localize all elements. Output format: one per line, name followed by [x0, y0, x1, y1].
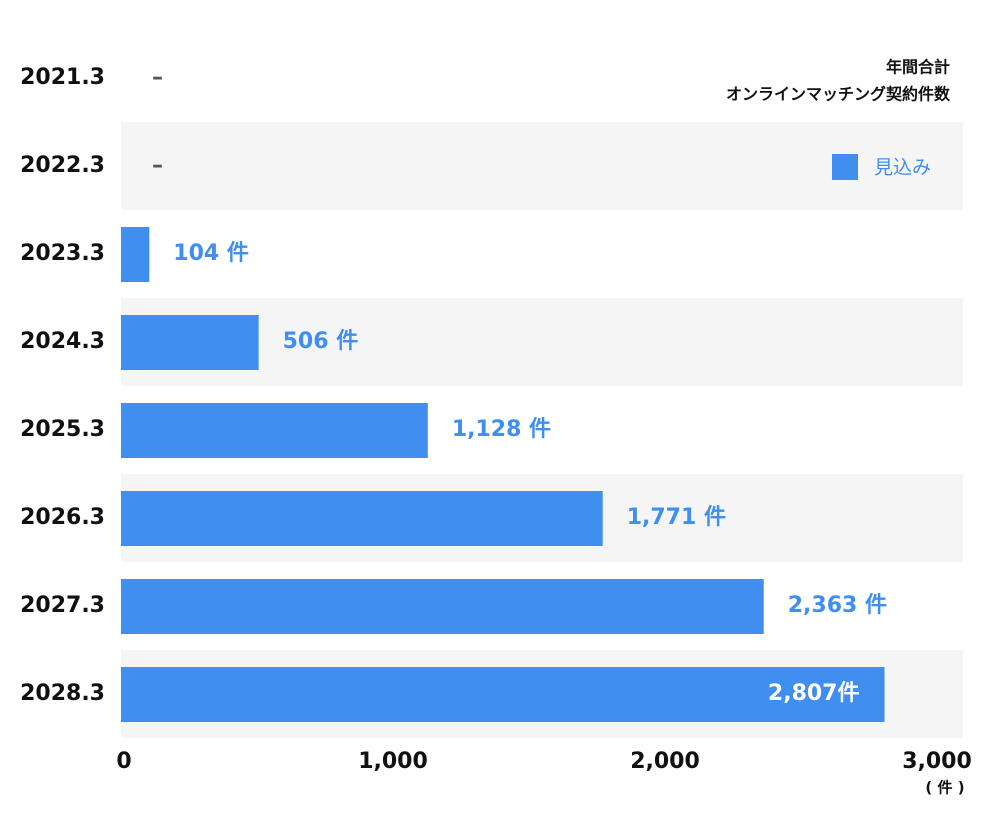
row-band — [121, 298, 963, 386]
x-tick-label: 0 — [116, 749, 131, 774]
value-label: 1,128 件 — [452, 417, 551, 442]
value-label: 506 件 — [283, 329, 359, 354]
value-label: 2,363 件 — [788, 593, 887, 618]
y-tick-label: 2022.3 — [20, 153, 105, 178]
bar — [121, 315, 259, 370]
row-band — [121, 122, 963, 210]
bar — [121, 579, 764, 634]
y-tick-label: 2026.3 — [20, 505, 105, 530]
bar — [121, 227, 150, 282]
y-tick-label: 2028.3 — [20, 681, 105, 706]
x-tick-label: 2,000 — [630, 749, 700, 774]
chart-title: オンラインマッチング契約件数 — [726, 85, 951, 104]
legend-swatch — [832, 154, 858, 180]
y-tick-label: 2021.3 — [20, 65, 105, 90]
value-label: 1,771 件 — [627, 505, 726, 530]
y-tick-label: 2027.3 — [20, 593, 105, 618]
y-tick-label: 2024.3 — [20, 329, 105, 354]
bar — [121, 667, 885, 722]
bar — [121, 403, 428, 458]
x-unit: ( 件 ) — [925, 779, 964, 797]
value-label: 104 件 — [173, 241, 249, 266]
value-label: – — [152, 153, 163, 178]
value-label: 2,807件 — [768, 681, 860, 706]
legend-label: 見込み — [874, 157, 931, 179]
x-tick-label: 1,000 — [358, 749, 428, 774]
bar — [121, 491, 603, 546]
chart-title: 年間合計 — [886, 58, 950, 77]
y-tick-label: 2025.3 — [20, 417, 105, 442]
x-tick-label: 3,000 — [902, 749, 972, 774]
value-label: – — [152, 65, 163, 90]
y-tick-label: 2023.3 — [20, 241, 105, 266]
